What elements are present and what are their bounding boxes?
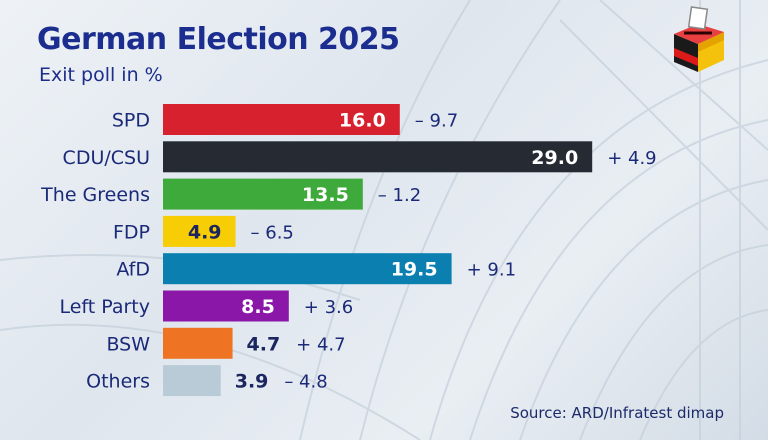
chart-subtitle: Exit poll in % <box>39 64 163 86</box>
category-label-cdu-csu: CDU/CSU <box>63 147 150 169</box>
change-label-cdu-csu: + 4.9 <box>607 148 656 169</box>
change-label-afd: + 9.1 <box>467 260 516 281</box>
category-label-the-greens: The Greens <box>40 184 150 206</box>
category-label-left-party: Left Party <box>59 296 150 318</box>
value-label-left-party: 8.5 <box>241 296 275 318</box>
value-label-spd: 16.0 <box>339 110 386 132</box>
category-label-afd: AfD <box>116 259 150 281</box>
bar-bsw <box>163 327 233 359</box>
bar-the-greens <box>163 178 363 210</box>
change-label-bsw: + 4.7 <box>296 334 345 355</box>
bar-left-party <box>163 290 289 322</box>
value-label-cdu-csu: 29.0 <box>531 147 578 169</box>
value-label-afd: 19.5 <box>391 259 438 281</box>
change-label-the-greens: – 1.2 <box>378 185 421 206</box>
value-label-others: 3.9 <box>235 371 269 393</box>
source-note: Source: ARD/Infratest dimap <box>510 404 724 422</box>
change-label-fdp: – 6.5 <box>251 222 294 243</box>
bar-cdu-csu <box>163 141 593 173</box>
bar-spd <box>163 104 400 135</box>
bar-others <box>163 365 221 397</box>
bar-fdp <box>163 215 236 247</box>
bar-afd <box>163 253 452 285</box>
chart-title: German Election 2025 <box>37 22 400 57</box>
change-label-spd: – 9.7 <box>415 111 458 132</box>
value-label-the-greens: 13.5 <box>302 184 349 206</box>
change-label-left-party: + 3.6 <box>304 297 353 318</box>
change-label-others: – 4.8 <box>284 372 327 393</box>
category-label-bsw: BSW <box>106 333 150 355</box>
value-label-fdp: 4.9 <box>188 221 222 243</box>
value-label-bsw: 4.7 <box>247 333 281 355</box>
category-label-spd: SPD <box>112 110 150 132</box>
category-label-others: Others <box>86 371 150 393</box>
category-label-fdp: FDP <box>113 221 150 243</box>
ballot-box-german-flag-icon <box>674 6 724 72</box>
